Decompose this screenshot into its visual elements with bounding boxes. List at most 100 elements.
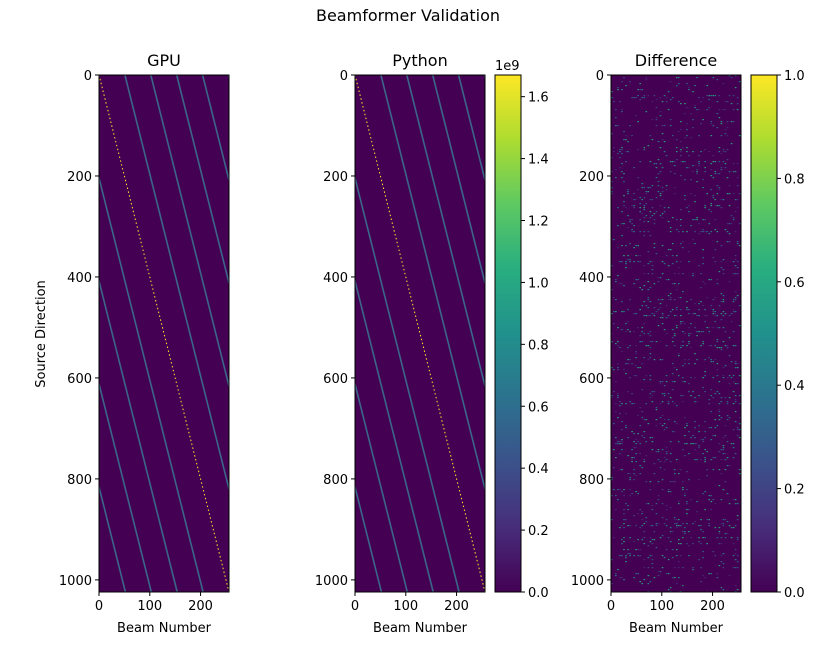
difference-pixel [677, 501, 680, 503]
difference-pixel [734, 299, 737, 301]
difference-pixel [635, 525, 637, 527]
difference-pixel [657, 299, 660, 301]
difference-pixel [611, 559, 613, 561]
difference-pixel [696, 77, 698, 79]
difference-pixel [655, 547, 658, 549]
difference-pixel [710, 135, 713, 137]
difference-pixel [637, 493, 639, 495]
difference-pixel [661, 245, 664, 247]
difference-pixel [684, 103, 686, 105]
difference-pixel [730, 377, 733, 379]
difference-pixel [736, 267, 739, 269]
heatmap-image-python [355, 75, 485, 592]
difference-pixel [663, 263, 666, 265]
difference-pixel [738, 473, 741, 475]
stripe-line [431, 75, 485, 287]
difference-pixel [633, 231, 635, 233]
difference-pixel [615, 509, 617, 511]
heatmap-background-difference [611, 75, 741, 592]
difference-pixel [625, 403, 627, 405]
stripe-line [380, 75, 485, 493]
difference-pixel [673, 173, 676, 175]
difference-pixel [704, 375, 706, 377]
difference-pixel [730, 537, 733, 539]
x-tick-label: 100 [137, 599, 162, 614]
difference-pixel [698, 447, 700, 449]
difference-pixel [712, 499, 715, 501]
difference-pixel [698, 265, 700, 267]
difference-pixel [710, 345, 713, 347]
difference-pixel [718, 151, 721, 153]
difference-pixel [673, 315, 676, 317]
difference-pixel [732, 261, 735, 263]
difference-pixel [692, 567, 694, 569]
difference-pixel [643, 567, 646, 569]
difference-pixel [692, 523, 694, 525]
difference-pixel [673, 335, 676, 337]
difference-pixel [686, 123, 688, 125]
difference-pixel [714, 249, 717, 251]
difference-pixel [625, 557, 627, 559]
difference-pixel [686, 207, 688, 209]
difference-pixel [696, 501, 698, 503]
difference-pixel [671, 549, 674, 551]
difference-pixel [722, 327, 725, 329]
difference-pixel [641, 331, 644, 333]
difference-pixel [714, 161, 717, 163]
difference-pixel [663, 429, 666, 431]
difference-pixel [722, 447, 725, 449]
difference-pixel [613, 101, 615, 103]
difference-pixel [682, 487, 684, 489]
difference-pixel [639, 581, 642, 583]
difference-pixel [657, 495, 660, 497]
difference-pixel [615, 573, 617, 575]
colorbar-tick-label: 1.0 [784, 69, 805, 84]
difference-pixel [675, 519, 678, 521]
difference-pixel [716, 347, 719, 349]
difference-pixel [625, 331, 627, 333]
difference-pixel [649, 353, 652, 355]
difference-pixel [734, 231, 737, 233]
difference-pixel [700, 567, 702, 569]
difference-pixel [661, 187, 664, 189]
difference-pixel [633, 247, 635, 249]
difference-pixel [722, 553, 725, 555]
difference-pixel [708, 107, 711, 109]
difference-pixel [720, 319, 723, 321]
difference-pixel [714, 95, 717, 97]
difference-pixel [716, 363, 719, 365]
difference-pixel [714, 527, 717, 529]
difference-pixel [661, 167, 664, 169]
difference-pixel [692, 443, 694, 445]
difference-pixel [728, 233, 731, 235]
difference-pixel [734, 383, 737, 385]
difference-pixel [686, 129, 688, 131]
difference-pixel [738, 245, 741, 247]
difference-pixel [661, 101, 664, 103]
difference-pixel [682, 291, 684, 293]
difference-pixel [732, 217, 735, 219]
difference-pixel [627, 193, 629, 195]
difference-pixel [649, 393, 652, 395]
difference-pixel [613, 297, 615, 299]
difference-pixel [684, 137, 686, 139]
difference-pixel [615, 495, 617, 497]
difference-pixel [619, 413, 621, 415]
difference-pixel [625, 245, 627, 247]
difference-pixel [728, 397, 731, 399]
difference-pixel [633, 473, 635, 475]
difference-pixel [708, 327, 711, 329]
difference-pixel [673, 187, 676, 189]
difference-pixel [649, 187, 652, 189]
difference-pixel [726, 241, 729, 243]
difference-pixel [710, 121, 713, 123]
difference-pixel [669, 507, 672, 509]
difference-pixel [736, 207, 739, 209]
difference-pixel [621, 443, 623, 445]
difference-pixel [667, 109, 670, 111]
difference-pixel [706, 193, 709, 195]
difference-pixel [732, 331, 735, 333]
difference-pixel [710, 495, 713, 497]
difference-pixel [692, 273, 694, 275]
